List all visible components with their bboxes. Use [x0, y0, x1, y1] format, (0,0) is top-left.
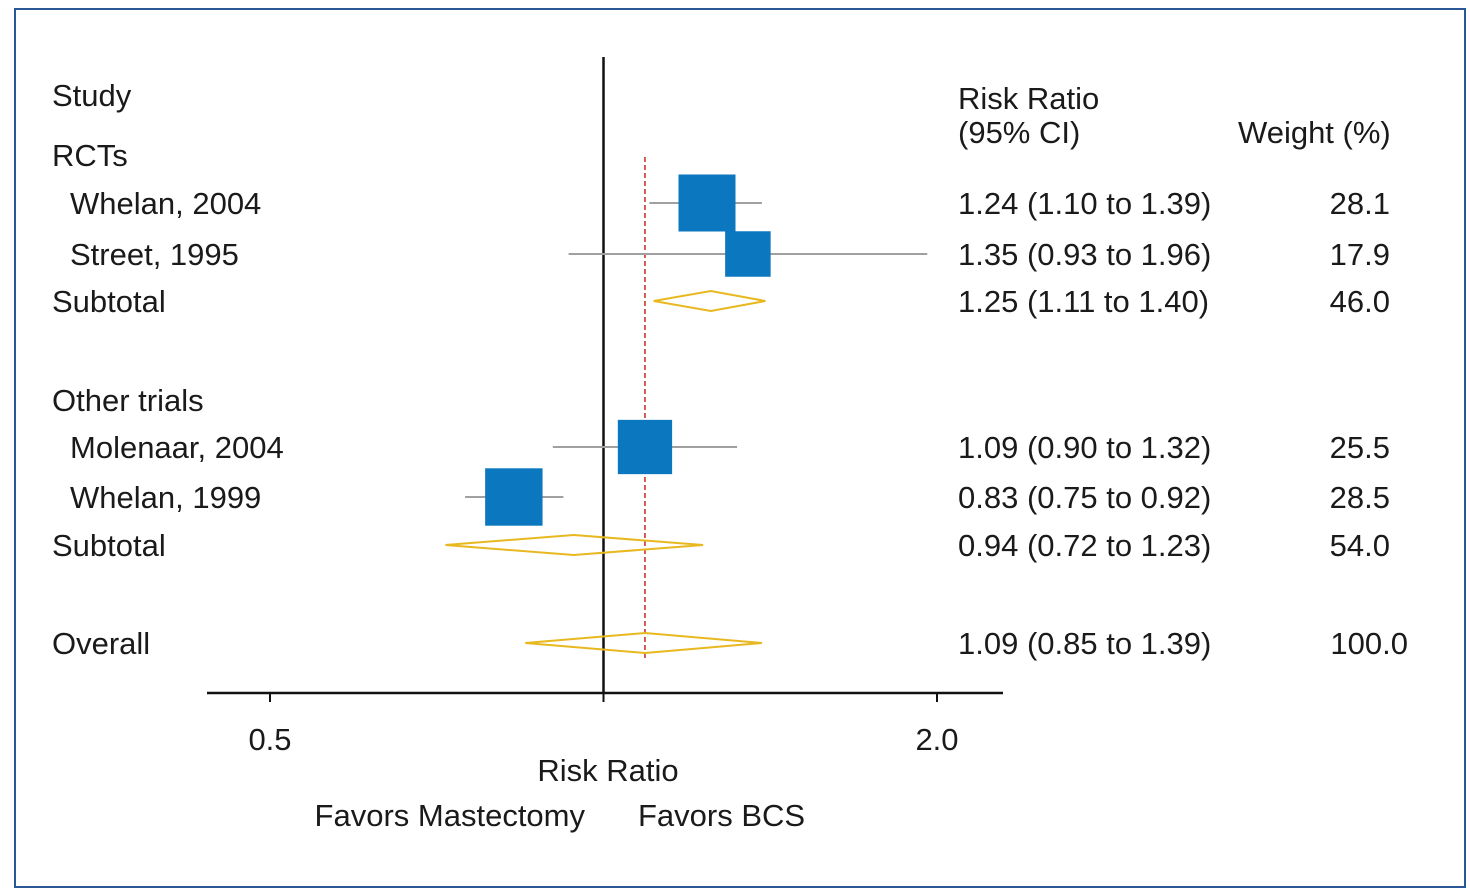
effect-square — [725, 231, 771, 277]
weight-value: 46.0 — [1330, 284, 1390, 319]
ci-value: 1.09 (0.85 to 1.39) — [958, 626, 1211, 661]
subtotal-diamond — [653, 289, 766, 313]
weight-value: 28.1 — [1330, 186, 1390, 221]
weight-value: 25.5 — [1330, 430, 1390, 465]
weight-value: 100.0 — [1330, 626, 1408, 661]
row-label: Other trials — [52, 383, 204, 418]
row-label: Overall — [52, 626, 150, 661]
overall-diamond — [525, 631, 763, 655]
effect-square — [617, 419, 673, 475]
weight-value: 28.5 — [1330, 480, 1390, 515]
ci-value: 1.24 (1.10 to 1.39) — [958, 186, 1211, 221]
header-ci: (95% CI) — [958, 115, 1080, 150]
x-tick-label: 2.0 — [915, 722, 958, 757]
row-label: Whelan, 2004 — [70, 186, 261, 221]
forest-plot: Study Risk Ratio(95% CI) Weight (%)RCTsWhe… — [52, 57, 1408, 833]
row-label: Whelan, 1999 — [70, 480, 261, 515]
header-weight: Weight (%) — [1238, 115, 1391, 150]
ci-value: 0.94 (0.72 to 1.23) — [958, 528, 1211, 563]
row-label: Subtotal — [52, 528, 166, 563]
row-label: Molenaar, 2004 — [70, 430, 284, 465]
favors-left-label: Favors Mastectomy — [315, 798, 586, 833]
header-risk-ratio: Risk Ratio — [958, 81, 1099, 116]
header-study: Study — [52, 78, 132, 113]
weight-value: 17.9 — [1330, 237, 1390, 272]
effect-square — [485, 468, 543, 526]
row-label: Street, 1995 — [70, 237, 239, 272]
weight-value: 54.0 — [1330, 528, 1390, 563]
row-label: Subtotal — [52, 284, 166, 319]
ci-value: 1.35 (0.93 to 1.96) — [958, 237, 1211, 272]
favors-right-label: Favors BCS — [638, 798, 805, 833]
row-label: RCTs — [52, 138, 128, 173]
effect-square — [678, 174, 736, 232]
ci-value: 1.25 (1.11 to 1.40) — [958, 284, 1209, 319]
x-axis-label: Risk Ratio — [537, 753, 678, 788]
ci-value: 0.83 (0.75 to 0.92) — [958, 480, 1211, 515]
ci-value: 1.09 (0.90 to 1.32) — [958, 430, 1211, 465]
x-tick-label: 0.5 — [248, 722, 291, 757]
subtotal-diamond — [445, 533, 704, 557]
